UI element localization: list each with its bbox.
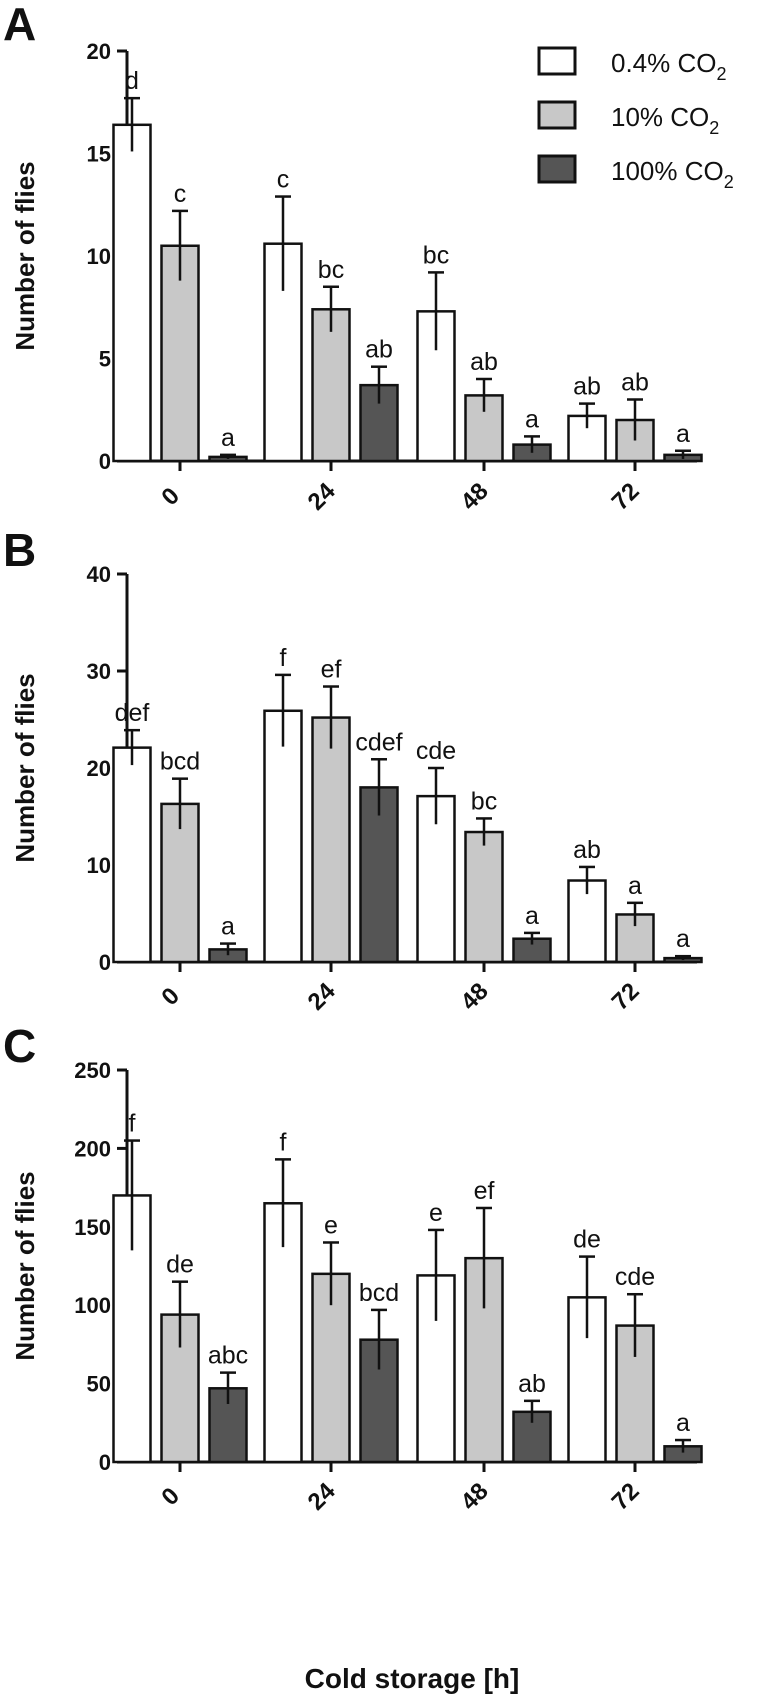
- y-tick-label: 5: [99, 347, 111, 372]
- bar-A-series1-cat0: [160, 244, 200, 463]
- significance-letter: a: [676, 925, 690, 953]
- legend: 0.4% CO2 10% CO2 100% CO2: [537, 46, 734, 192]
- significance-letter: ab: [573, 836, 601, 864]
- significance-letter: ab: [470, 348, 498, 376]
- significance-letter: de: [573, 1226, 601, 1254]
- panel-B: B 0 10 20 30 40 Number of flies 0 24 48 72 def f cde a…: [3, 524, 703, 1016]
- significance-letter: ab: [365, 336, 393, 364]
- significance-letter: cdef: [355, 728, 402, 756]
- significance-letter: f: [280, 1128, 287, 1156]
- y-tick-label: 250: [74, 1058, 111, 1083]
- x-tick-label: 0: [156, 482, 185, 511]
- significance-letter: ab: [573, 373, 601, 401]
- significance-letter: a: [676, 420, 690, 448]
- bar-A-series0-cat0: [112, 123, 152, 463]
- significance-letter: bcd: [359, 1279, 399, 1307]
- bar-A-series0-cat1: [263, 242, 303, 463]
- significance-letter: d: [125, 67, 139, 95]
- y-tick-label: 10: [87, 244, 111, 269]
- bar-B-series0-cat1: [263, 709, 303, 964]
- significance-letter: ef: [474, 1177, 495, 1205]
- x-tick-label: 72: [607, 478, 645, 516]
- bar-B-series0-cat0: [112, 746, 152, 964]
- bar-B-series1-cat1: [311, 716, 351, 964]
- bar-A-series1-cat2: [464, 394, 504, 463]
- y-tick-label: 50: [87, 1372, 111, 1397]
- significance-letter: a: [221, 424, 235, 452]
- significance-letter: a: [676, 1409, 690, 1437]
- y-tick-label: 150: [74, 1215, 111, 1240]
- significance-letter: a: [525, 405, 539, 433]
- x-tick-label: 72: [607, 978, 645, 1016]
- bar-B-series1-cat2: [464, 830, 504, 964]
- significance-letter: de: [166, 1251, 194, 1279]
- panel-C: C 0 50 100 150 200 250 Number of flies 0 24 48 72 f f…: [3, 1020, 703, 1694]
- significance-letter: a: [525, 902, 539, 930]
- y-tick-label: 30: [87, 659, 111, 684]
- x-tick-label: 24: [303, 1477, 341, 1515]
- significance-letter: cde: [615, 1263, 655, 1291]
- significance-letter: e: [429, 1199, 443, 1227]
- x-tick-label: 24: [303, 977, 341, 1015]
- x-tick-label: 48: [456, 1478, 494, 1516]
- significance-letter: abc: [208, 1342, 248, 1370]
- bar-B-series0-cat3: [567, 879, 607, 964]
- significance-letter: bcd: [160, 748, 200, 776]
- significance-letter: e: [324, 1211, 338, 1239]
- y-tick-label: 20: [87, 756, 111, 781]
- significance-letter: ab: [518, 1370, 546, 1398]
- legend-swatch-1: [537, 100, 577, 130]
- y-axis-title: Number of flies: [10, 1171, 40, 1360]
- panel-letter: C: [3, 1020, 36, 1072]
- legend-swatch-2: [537, 154, 577, 184]
- y-tick-label: 20: [87, 39, 111, 64]
- significance-letter: f: [129, 1110, 136, 1138]
- legend-label-1: 10% CO2: [611, 102, 719, 138]
- x-tick-label: 48: [456, 978, 494, 1016]
- legend-swatch-0: [537, 46, 577, 76]
- significance-letter: c: [174, 180, 187, 208]
- y-tick-label: 40: [87, 562, 111, 587]
- y-tick-label: 0: [99, 950, 111, 975]
- y-tick-label: 100: [74, 1293, 111, 1318]
- bar-A-series1-cat1: [311, 308, 351, 463]
- x-tick-label: 0: [156, 982, 185, 1011]
- significance-letter: ef: [321, 656, 342, 684]
- legend-label-2: 100% CO2: [611, 156, 734, 192]
- significance-letter: bc: [423, 241, 449, 269]
- significance-letter: f: [280, 644, 287, 672]
- x-tick-label: 0: [156, 1482, 185, 1511]
- x-tick-label: 24: [303, 477, 341, 515]
- x-axis-title: Cold storage [h]: [305, 1663, 520, 1694]
- y-tick-label: 15: [87, 142, 111, 167]
- significance-letter: cde: [416, 737, 456, 765]
- y-tick-label: 0: [99, 449, 111, 474]
- significance-letter: a: [221, 913, 235, 941]
- x-tick-label: 48: [456, 478, 494, 516]
- y-tick-label: 200: [74, 1136, 111, 1161]
- x-tick-label: 72: [607, 1478, 645, 1516]
- significance-letter: c: [277, 166, 290, 194]
- significance-letter: a: [628, 872, 642, 900]
- panel-A: A 0 5 10 15 20 Number of flies 0 24 48 72 d c bc ab c bc…: [3, 0, 703, 516]
- legend-label-0: 0.4% CO2: [611, 48, 727, 84]
- y-tick-label: 0: [99, 1450, 111, 1475]
- y-tick-label: 10: [87, 853, 111, 878]
- significance-letter: bc: [318, 256, 344, 284]
- significance-letter: ab: [621, 369, 649, 397]
- y-axis-title: Number of flies: [10, 673, 40, 862]
- significance-letter: def: [115, 699, 150, 727]
- panel-letter: B: [3, 524, 36, 576]
- significance-letter: bc: [471, 787, 497, 815]
- y-axis-title: Number of flies: [10, 161, 40, 350]
- bar-B-series2-cat1: [359, 786, 399, 964]
- panel-letter: A: [3, 0, 36, 50]
